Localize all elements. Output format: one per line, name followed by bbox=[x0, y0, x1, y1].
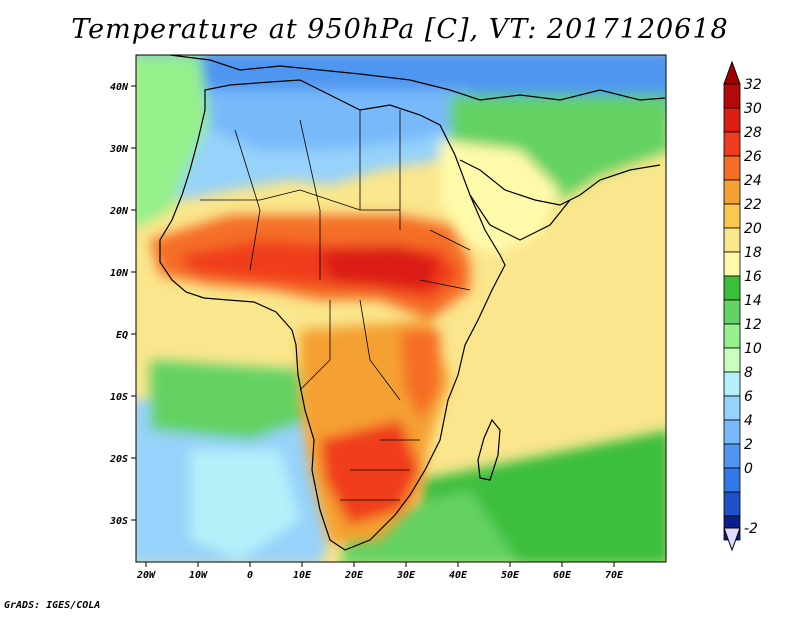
lat-tick-label: 30N bbox=[109, 144, 129, 155]
lat-tick-label: 10S bbox=[110, 392, 128, 403]
lat-tick-label: 20S bbox=[109, 454, 128, 465]
colorbar-segment bbox=[723, 395, 741, 421]
colorbar-segment bbox=[723, 83, 741, 109]
mild-field-atlantic-north bbox=[136, 55, 210, 227]
colorbar-low-arrow bbox=[723, 527, 741, 552]
coastlines bbox=[159, 55, 666, 551]
lon-tick-label: 70E bbox=[605, 570, 624, 581]
y-axis: 40N 30N 20N 10N EQ 10S 20S 30S bbox=[109, 82, 136, 527]
lon-tick-label: 10W bbox=[189, 570, 208, 581]
map-frame bbox=[135, 54, 667, 563]
colorbar-label: 32 bbox=[744, 77, 762, 93]
colorbar-segment bbox=[723, 443, 741, 469]
colorbar-label: 24 bbox=[744, 173, 762, 189]
colorbar-segment bbox=[723, 491, 741, 517]
lat-tick-label: 10N bbox=[110, 268, 129, 279]
chart-title: Temperature at 950hPa [C], VT: 201712061… bbox=[71, 14, 729, 45]
colorbar-segment bbox=[723, 179, 741, 205]
lon-tick-label: 50E bbox=[501, 570, 520, 581]
lon-tick-label: 60E bbox=[553, 570, 572, 581]
colorbar: 32 30 28 26 24 22 20 18 16 14 12 10 8 6 … bbox=[723, 60, 762, 552]
colorbar-segment bbox=[723, 323, 741, 349]
lat-tick-label: 30S bbox=[109, 516, 128, 527]
cold-field-atlantic-sw bbox=[190, 450, 300, 560]
mild-field-indian-sw bbox=[340, 490, 518, 562]
lon-tick-label: 20E bbox=[344, 570, 364, 581]
colorbar-label: 8 bbox=[744, 365, 753, 381]
colorbar-label: 10 bbox=[744, 341, 762, 357]
colorbar-segment bbox=[723, 347, 741, 373]
lat-tick-label: 20N bbox=[109, 206, 129, 217]
arabia-coastline bbox=[459, 159, 661, 241]
colorbar-segment bbox=[723, 275, 741, 301]
colorbar-segment bbox=[723, 131, 741, 157]
madagascar-coastline bbox=[477, 418, 501, 481]
lat-tick-label: 40N bbox=[110, 82, 129, 93]
colorbar-label: 26 bbox=[744, 149, 762, 165]
colorbar-label: 14 bbox=[744, 293, 762, 309]
lon-tick-label: 10E bbox=[293, 570, 312, 581]
colorbar-label: 22 bbox=[744, 197, 762, 213]
country-borders bbox=[200, 110, 471, 501]
hot-field-south bbox=[320, 420, 420, 525]
colorbar-high-arrow bbox=[723, 60, 741, 85]
hot-field-east bbox=[400, 330, 440, 420]
europe-coastline bbox=[169, 55, 666, 101]
lon-tick-label: 20W bbox=[136, 570, 156, 581]
colorbar-segment bbox=[723, 155, 741, 181]
colorbar-label: 2 bbox=[744, 437, 753, 453]
colorbar-segment bbox=[723, 419, 741, 445]
credit-text: GrADS: IGES/COLA bbox=[4, 600, 101, 611]
colorbar-label: 6 bbox=[744, 389, 753, 405]
colorbar-segment bbox=[723, 203, 741, 229]
lon-tick-label: 0 bbox=[247, 570, 253, 581]
mild-field-arabia bbox=[440, 140, 560, 255]
colorbar-segment bbox=[723, 251, 741, 277]
lon-tick-label: 30E bbox=[396, 570, 416, 581]
lat-tick-label: EQ bbox=[116, 330, 128, 341]
africa-coastline bbox=[159, 79, 506, 551]
colorbar-label: -2 bbox=[744, 521, 758, 537]
colorbar-label: 20 bbox=[744, 221, 762, 237]
colorbar-label: 30 bbox=[744, 101, 762, 117]
colorbar-label: 12 bbox=[744, 317, 762, 333]
colorbar-label: 18 bbox=[744, 245, 762, 261]
hot-field-central bbox=[320, 245, 440, 290]
colorbar-label: 16 bbox=[744, 269, 762, 285]
x-axis: 20W 10W 0 10E 20E 30E 40E 50E 60E 70E bbox=[136, 562, 624, 581]
mild-field-atlantic-south bbox=[150, 360, 310, 440]
colorbar-segment bbox=[723, 299, 741, 325]
colorbar-segment bbox=[723, 467, 741, 493]
colorbar-label: 0 bbox=[744, 461, 753, 477]
colorbar-segment bbox=[723, 107, 741, 133]
map-panel bbox=[136, 55, 666, 562]
colorbar-segment bbox=[723, 371, 741, 397]
colorbar-label: 4 bbox=[744, 413, 753, 429]
colorbar-segment bbox=[723, 227, 741, 253]
cool-field-med bbox=[200, 90, 480, 150]
lon-tick-label: 40E bbox=[449, 570, 468, 581]
colorbar-label: 28 bbox=[744, 125, 762, 141]
